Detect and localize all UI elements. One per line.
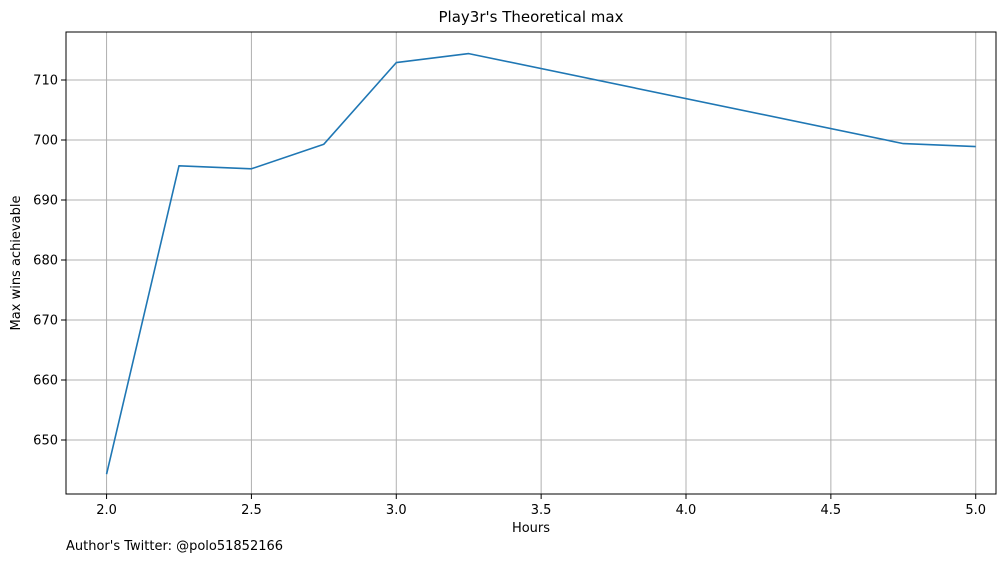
author-footnote: Author's Twitter: @polo51852166 bbox=[66, 539, 283, 554]
grid bbox=[66, 32, 996, 494]
y-tick-label: 650 bbox=[33, 434, 58, 449]
y-tick-label: 680 bbox=[33, 254, 58, 269]
x-tick-label: 5.0 bbox=[965, 503, 986, 518]
x-axis-label: Hours bbox=[512, 521, 550, 536]
y-tick-label: 710 bbox=[33, 74, 58, 89]
x-tick-label: 2.5 bbox=[241, 503, 262, 518]
chart-title: Play3r's Theoretical max bbox=[439, 8, 624, 26]
series-layer bbox=[105, 52, 976, 475]
x-tick-label: 3.5 bbox=[531, 503, 552, 518]
x-tick-label: 4.0 bbox=[676, 503, 697, 518]
x-axis: 2.0 2.5 3.0 3.5 4.0 4.5 5.0 bbox=[96, 494, 986, 518]
plot-frame bbox=[65, 31, 997, 495]
y-tick-label: 660 bbox=[33, 374, 58, 389]
x-tick-label: 4.5 bbox=[821, 503, 842, 518]
series-line bbox=[105, 52, 976, 475]
y-axis: 650 660 670 680 690 700 710 bbox=[33, 74, 66, 449]
x-tick-label: 2.0 bbox=[96, 503, 117, 518]
x-tick-label: 3.0 bbox=[386, 503, 407, 518]
y-tick-label: 670 bbox=[33, 314, 58, 329]
y-tick-label: 700 bbox=[33, 134, 58, 149]
y-axis-label: Max wins achievable bbox=[9, 196, 24, 331]
y-tick-label: 690 bbox=[33, 194, 58, 209]
